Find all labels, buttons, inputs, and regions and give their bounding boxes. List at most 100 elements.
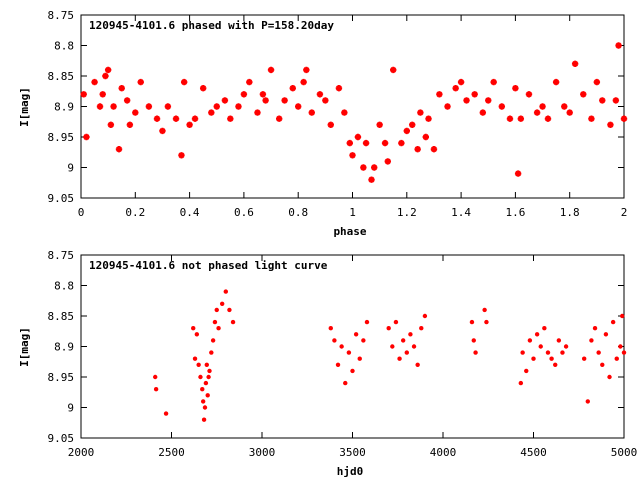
unphased-data-point bbox=[482, 307, 487, 313]
phased-x-ticks: 0 0.2 0.4 0.6 0.8 1 1.2 1.4 1.6 1.8 2 bbox=[78, 15, 627, 219]
unphased-data-point bbox=[153, 387, 159, 392]
unphased-data-point bbox=[614, 356, 619, 361]
phased-data-point bbox=[259, 91, 267, 98]
phased-data-point bbox=[289, 85, 296, 92]
phased-data-point bbox=[360, 164, 367, 171]
unphased-data-point bbox=[386, 326, 391, 331]
phased-data-point bbox=[599, 97, 606, 104]
unphased-data-points bbox=[153, 289, 627, 422]
unphased-data-point bbox=[542, 326, 547, 331]
phased-data-points bbox=[80, 42, 628, 183]
phased-data-point bbox=[262, 97, 269, 104]
unphased-y-tick-label: 9 bbox=[67, 402, 74, 415]
phased-data-point bbox=[403, 127, 410, 135]
unphased-data-point bbox=[419, 326, 424, 331]
unphased-data-point bbox=[230, 319, 236, 325]
unphased-x-tick-label: 4000 bbox=[430, 446, 457, 459]
unphased-data-point bbox=[163, 411, 169, 416]
phased-data-point bbox=[235, 103, 242, 110]
phased-data-point bbox=[110, 103, 117, 110]
unphased-data-point bbox=[560, 350, 565, 355]
unphased-data-point bbox=[200, 387, 205, 392]
phased-data-point bbox=[172, 115, 180, 122]
unphased-data-point bbox=[585, 399, 590, 404]
phased-data-point bbox=[471, 91, 478, 98]
unphased-data-point bbox=[393, 319, 399, 325]
phased-data-point bbox=[517, 115, 525, 122]
unphased-data-point bbox=[191, 326, 196, 331]
phased-data-point bbox=[227, 115, 234, 122]
phased-data-point bbox=[107, 121, 115, 128]
unphased-x-tick-label: 3000 bbox=[249, 446, 276, 459]
unphased-data-point bbox=[545, 350, 551, 355]
phased-data-point bbox=[349, 152, 356, 159]
unphased-x-axis-label: hjd0 bbox=[337, 465, 364, 478]
phased-data-point bbox=[322, 97, 329, 104]
phased-data-point bbox=[566, 109, 573, 116]
unphased-data-point bbox=[422, 313, 428, 319]
unphased-data-point bbox=[553, 362, 558, 367]
unphased-data-point bbox=[607, 374, 612, 380]
unphased-data-point bbox=[202, 405, 208, 410]
phased-x-axis-label: phase bbox=[333, 225, 366, 238]
unphased-data-point bbox=[361, 338, 366, 343]
phased-data-point bbox=[354, 133, 362, 141]
phased-data-point bbox=[588, 115, 595, 122]
phased-data-point bbox=[240, 91, 248, 98]
unphased-data-point bbox=[219, 301, 225, 306]
unphased-data-point bbox=[621, 350, 627, 355]
unphased-data-point bbox=[581, 356, 587, 361]
phased-chart-panel: 8.75 8.8 8.85 8.9 8.95 9 9.05 0 0.2 0.4 0.6 0.8 1 1.… bbox=[18, 9, 627, 238]
phased-data-point bbox=[99, 91, 106, 98]
unphased-data-point bbox=[353, 332, 359, 337]
phased-y-tick-label: 8.75 bbox=[48, 9, 75, 22]
phased-data-point bbox=[96, 103, 104, 110]
phased-data-point bbox=[115, 146, 123, 153]
unphased-data-point bbox=[332, 338, 337, 343]
unphased-data-point bbox=[201, 417, 207, 422]
phased-data-point bbox=[83, 133, 90, 141]
unphased-data-point bbox=[408, 332, 413, 337]
phased-data-point bbox=[368, 176, 375, 183]
unphased-x-tick-label: 3500 bbox=[339, 446, 366, 459]
phased-data-point bbox=[552, 78, 560, 86]
unphased-y-tick-label: 8.75 bbox=[48, 249, 75, 262]
unphased-data-point bbox=[415, 362, 420, 367]
unphased-data-point bbox=[196, 362, 201, 367]
unphased-data-point bbox=[527, 338, 533, 343]
unphased-data-point bbox=[520, 350, 525, 355]
phased-data-point bbox=[506, 115, 514, 122]
unphased-data-point bbox=[194, 332, 200, 337]
unphased-data-point bbox=[223, 289, 228, 294]
phased-data-point bbox=[580, 91, 587, 98]
unphased-data-point bbox=[404, 350, 409, 355]
unphased-x-ticks: 2000 2500 3000 3500 4000 4500 5000 bbox=[68, 255, 637, 459]
phased-data-point bbox=[275, 115, 283, 122]
unphased-chart-title: 120945-4101.6 not phased light curve bbox=[89, 259, 328, 272]
phased-x-tick-label: 0 bbox=[78, 206, 85, 219]
unphased-y-ticks: 8.75 8.8 8.85 8.9 8.95 9 9.05 bbox=[48, 249, 624, 445]
unphased-data-point bbox=[339, 344, 344, 349]
phased-data-point bbox=[430, 146, 438, 153]
phased-data-point bbox=[381, 139, 389, 147]
phased-data-point bbox=[457, 78, 465, 86]
unphased-data-point bbox=[596, 350, 601, 355]
phased-x-tick-label: 0.6 bbox=[234, 206, 254, 219]
unphased-data-point bbox=[563, 344, 569, 349]
phased-y-tick-label: 8.85 bbox=[48, 70, 75, 83]
phased-data-point bbox=[398, 139, 405, 147]
phased-data-point bbox=[102, 72, 109, 80]
phased-data-point bbox=[498, 103, 506, 110]
phased-data-point bbox=[593, 78, 601, 86]
unphased-y-tick-label: 8.9 bbox=[54, 341, 74, 354]
phased-data-point bbox=[303, 66, 310, 74]
phased-x-tick-label: 1.8 bbox=[560, 206, 580, 219]
unphased-data-point bbox=[400, 338, 406, 343]
phased-y-tick-label: 9 bbox=[67, 162, 74, 175]
unphased-data-point bbox=[411, 344, 417, 349]
phased-x-tick-label: 1.2 bbox=[397, 206, 417, 219]
phased-data-point bbox=[533, 109, 541, 116]
phased-data-point bbox=[199, 85, 207, 92]
phased-data-point bbox=[485, 97, 492, 104]
